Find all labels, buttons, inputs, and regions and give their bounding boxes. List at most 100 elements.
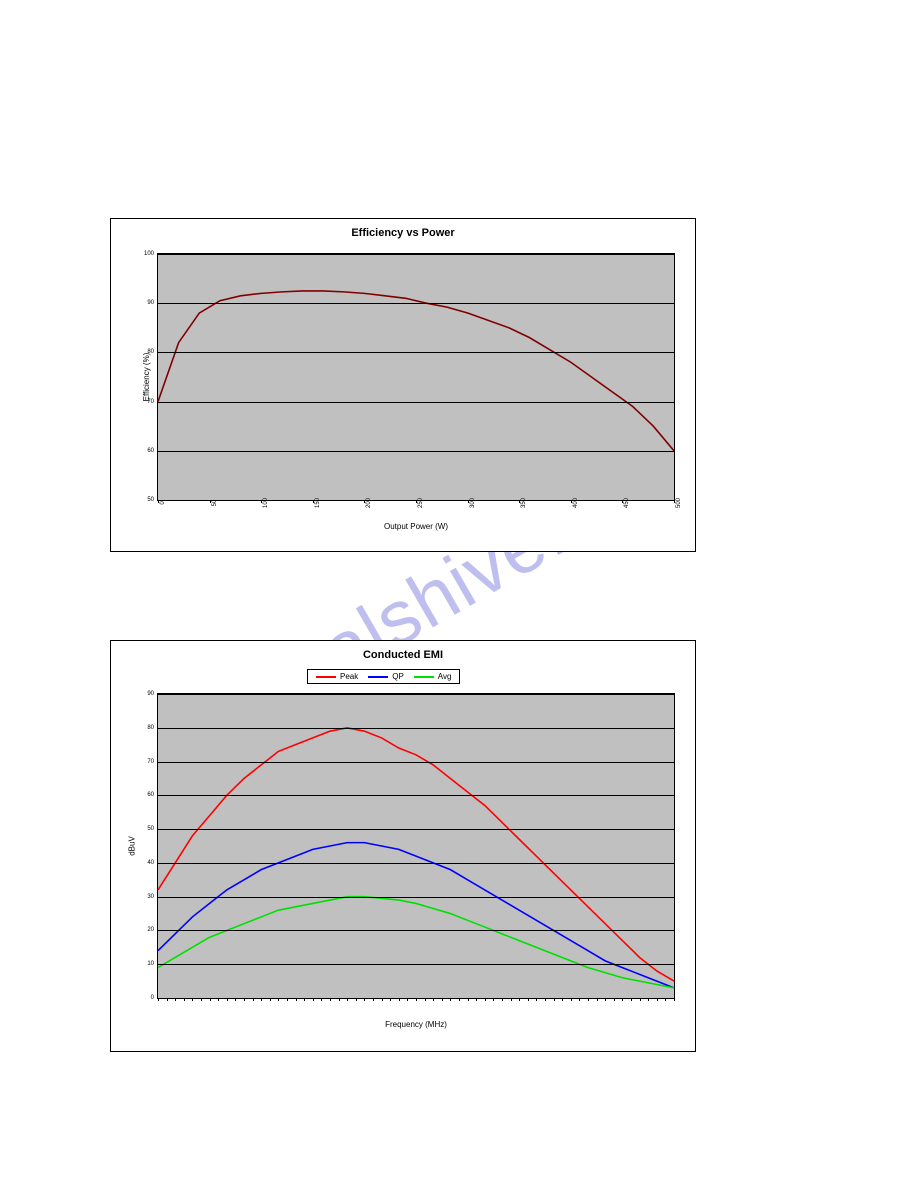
x-tick bbox=[511, 998, 512, 1001]
x-tick-label: 400 bbox=[571, 498, 579, 508]
x-tick bbox=[218, 998, 219, 1001]
series-peak bbox=[158, 728, 674, 981]
x-tick-label: 150 bbox=[313, 498, 321, 508]
x-tick bbox=[468, 998, 469, 1001]
x-tick bbox=[210, 998, 211, 1001]
x-tick bbox=[416, 998, 417, 1001]
x-tick bbox=[244, 998, 245, 1001]
legend-label: QP bbox=[392, 672, 404, 681]
x-tick bbox=[313, 998, 314, 1001]
y-tick-label: 20 bbox=[147, 927, 158, 933]
x-tick bbox=[433, 998, 434, 1001]
y-tick-label: 50 bbox=[147, 497, 158, 503]
gridline bbox=[158, 964, 674, 965]
x-tick bbox=[597, 998, 598, 1001]
x-tick bbox=[450, 998, 451, 1001]
x-tick-label: 350 bbox=[519, 498, 527, 508]
gridline bbox=[158, 728, 674, 729]
x-tick bbox=[562, 998, 563, 1001]
x-tick bbox=[605, 998, 606, 1001]
y-tick-label: 100 bbox=[144, 251, 158, 257]
x-tick bbox=[270, 998, 271, 1001]
x-tick bbox=[588, 998, 589, 1001]
chart1-title: Efficiency vs Power bbox=[111, 227, 695, 239]
legend-swatch bbox=[368, 676, 388, 678]
x-tick bbox=[407, 998, 408, 1001]
y-tick-label: 60 bbox=[147, 448, 158, 454]
x-tick bbox=[184, 998, 185, 1001]
x-tick bbox=[476, 998, 477, 1001]
gridline bbox=[158, 930, 674, 931]
x-tick bbox=[201, 998, 202, 1001]
chart1-y-axis-label: Efficiency (%) bbox=[142, 353, 151, 402]
x-tick-label: 500 bbox=[674, 498, 682, 508]
x-tick bbox=[519, 998, 520, 1001]
x-tick bbox=[554, 998, 555, 1001]
chart1-x-axis-label: Output Power (W) bbox=[384, 522, 448, 531]
x-tick bbox=[261, 998, 262, 1001]
y-tick-label: 40 bbox=[147, 860, 158, 866]
page: manualshive.com Efficiency vs Power Effi… bbox=[0, 0, 918, 1188]
y-tick-label: 30 bbox=[147, 894, 158, 900]
y-tick-label: 70 bbox=[147, 399, 158, 405]
chart1-series-svg bbox=[158, 254, 674, 500]
x-tick bbox=[278, 998, 279, 1001]
x-tick bbox=[657, 998, 658, 1001]
chart2-y-axis-label: dBuV bbox=[127, 836, 136, 856]
chart2-plot-area: dBuV Frequency (MHz) 0102030405060708090 bbox=[157, 693, 675, 999]
x-tick bbox=[425, 998, 426, 1001]
gridline bbox=[158, 762, 674, 763]
x-tick bbox=[373, 998, 374, 1001]
gridline bbox=[158, 402, 674, 403]
x-tick bbox=[235, 998, 236, 1001]
x-tick-label: 200 bbox=[364, 498, 372, 508]
legend-label: Peak bbox=[340, 672, 358, 681]
x-tick bbox=[296, 998, 297, 1001]
y-tick-label: 70 bbox=[147, 759, 158, 765]
x-tick bbox=[459, 998, 460, 1001]
y-tick-label: 0 bbox=[151, 995, 158, 1001]
x-tick bbox=[347, 998, 348, 1001]
gridline bbox=[158, 303, 674, 304]
x-tick bbox=[339, 998, 340, 1001]
x-tick bbox=[536, 998, 537, 1001]
y-tick-label: 80 bbox=[147, 725, 158, 731]
gridline bbox=[158, 451, 674, 452]
x-tick bbox=[192, 998, 193, 1001]
x-tick bbox=[167, 998, 168, 1001]
x-tick-label: 250 bbox=[416, 498, 424, 508]
legend-item: Peak bbox=[316, 672, 358, 681]
x-tick bbox=[399, 998, 400, 1001]
chart1-plot-area: Efficiency (%) Output Power (W) 50607080… bbox=[157, 253, 675, 501]
x-tick-label: 50 bbox=[210, 500, 218, 507]
legend-swatch bbox=[414, 676, 434, 678]
x-tick bbox=[304, 998, 305, 1001]
x-tick-label: 450 bbox=[622, 498, 630, 508]
gridline bbox=[158, 795, 674, 796]
x-tick bbox=[665, 998, 666, 1001]
gridline bbox=[158, 352, 674, 353]
x-tick bbox=[579, 998, 580, 1001]
gridline bbox=[158, 863, 674, 864]
x-tick bbox=[227, 998, 228, 1001]
y-tick-label: 60 bbox=[147, 792, 158, 798]
y-tick-label: 50 bbox=[147, 826, 158, 832]
x-tick bbox=[631, 998, 632, 1001]
x-tick bbox=[485, 998, 486, 1001]
x-tick bbox=[674, 998, 675, 1001]
series-eff bbox=[158, 291, 674, 451]
x-tick bbox=[364, 998, 365, 1001]
y-tick-label: 90 bbox=[147, 691, 158, 697]
x-tick bbox=[571, 998, 572, 1001]
x-tick bbox=[330, 998, 331, 1001]
x-tick-label: 100 bbox=[261, 498, 269, 508]
x-tick-label: 300 bbox=[468, 498, 476, 508]
x-tick bbox=[382, 998, 383, 1001]
legend-item: Avg bbox=[414, 672, 452, 681]
gridline bbox=[158, 254, 674, 255]
chart2-series-svg bbox=[158, 694, 674, 998]
chart2-title: Conducted EMI bbox=[111, 649, 695, 661]
x-tick bbox=[158, 998, 159, 1001]
gridline bbox=[158, 694, 674, 695]
chart2-x-axis-label: Frequency (MHz) bbox=[385, 1020, 447, 1029]
